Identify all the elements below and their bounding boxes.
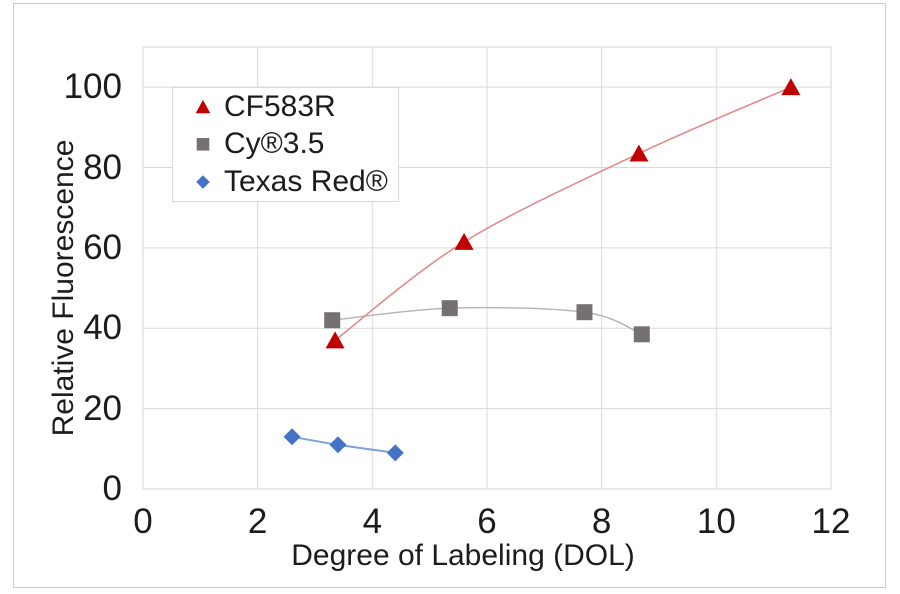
y-tick-label: 100 bbox=[63, 67, 122, 107]
x-axis-title: Degree of Labeling (DOL) bbox=[291, 539, 635, 572]
diamond-marker-texas-red bbox=[329, 436, 347, 454]
square-marker-cy-3-5 bbox=[633, 326, 650, 343]
y-tick-label: 40 bbox=[83, 308, 122, 348]
x-tick-label: 4 bbox=[362, 502, 383, 541]
x-tick-label: 12 bbox=[811, 502, 851, 541]
triangle-icon bbox=[195, 99, 211, 114]
x-tick-label: 10 bbox=[696, 502, 736, 541]
x-tick-label: 8 bbox=[591, 502, 612, 541]
triangle-marker-cf583r bbox=[454, 232, 474, 250]
y-tick-label: 60 bbox=[83, 227, 122, 267]
square-icon bbox=[196, 138, 210, 152]
y-tick-label: 20 bbox=[83, 388, 122, 428]
diamond-marker-texas-red bbox=[386, 444, 404, 462]
triangle-marker-cf583r bbox=[781, 78, 801, 96]
legend: CF583R Cy®3.5 Texas Red® bbox=[172, 87, 399, 202]
legend-item-cy-3-5: Cy®3.5 bbox=[193, 127, 398, 161]
series-line-cf583r bbox=[334, 86, 792, 341]
series-line-cy-3-5 bbox=[332, 306, 643, 335]
triangle-marker-cf583r bbox=[629, 144, 649, 162]
x-tick-label: 2 bbox=[247, 502, 268, 541]
square-marker-cy-3-5 bbox=[324, 312, 341, 329]
legend-item-texas-red: Texas Red® bbox=[193, 165, 398, 199]
y-tick-label: 0 bbox=[102, 469, 122, 508]
legend-label: Texas Red® bbox=[224, 165, 388, 199]
y-tick-label: 80 bbox=[83, 147, 122, 187]
diamond-icon bbox=[196, 175, 210, 189]
triangle-marker-cf583r bbox=[325, 331, 345, 349]
legend-item-cf583r: CF583R bbox=[193, 90, 398, 124]
diamond-marker-texas-red bbox=[283, 428, 301, 446]
plot-border bbox=[142, 46, 832, 490]
x-tick-label: 0 bbox=[133, 502, 153, 541]
legend-label: Cy®3.5 bbox=[224, 127, 325, 161]
legend-label: CF583R bbox=[224, 89, 336, 123]
square-marker-cy-3-5 bbox=[576, 304, 593, 321]
square-marker-cy-3-5 bbox=[441, 300, 458, 317]
x-tick-label: 6 bbox=[477, 502, 497, 541]
